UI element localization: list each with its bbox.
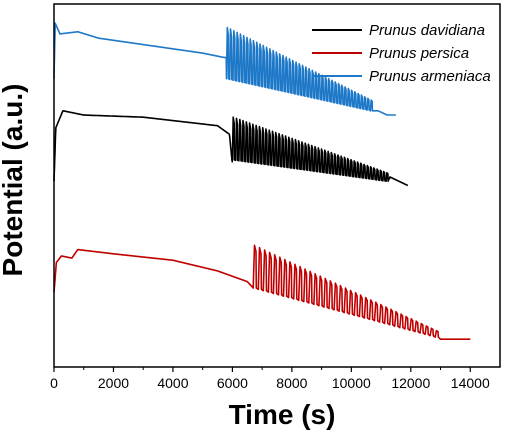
x-tick-label: 2000 [98, 375, 129, 391]
ticks-layer: 0 2000 4000 6000 8000 10000 12000 14000 [50, 367, 490, 391]
axes-layer [53, 3, 501, 368]
series-line-prunus-persica [53, 244, 471, 340]
series-layer [53, 22, 471, 340]
x-tick-label: 14000 [451, 375, 490, 391]
legend: Prunus davidiana Prunus persica Prunus arm… [312, 22, 491, 85]
x-tick-label: 8000 [276, 375, 307, 391]
x-tick-label: 6000 [217, 375, 248, 391]
series-line-prunus-davidiana [53, 110, 409, 187]
series-line-prunus-armeniaca [53, 22, 396, 116]
x-tick-label: 10000 [332, 375, 371, 391]
legend-label: Prunus persica [369, 45, 469, 62]
y-axis-title: Potential (a.u.) [0, 84, 28, 277]
x-tick-label: 4000 [157, 375, 188, 391]
plot-frame [53, 3, 501, 368]
x-tick-label: 12000 [391, 375, 430, 391]
x-axis-title: Time (s) [229, 399, 336, 430]
legend-label: Prunus davidiana [369, 22, 485, 39]
x-tick-label: 0 [50, 375, 58, 391]
legend-label: Prunus armeniaca [369, 68, 491, 85]
